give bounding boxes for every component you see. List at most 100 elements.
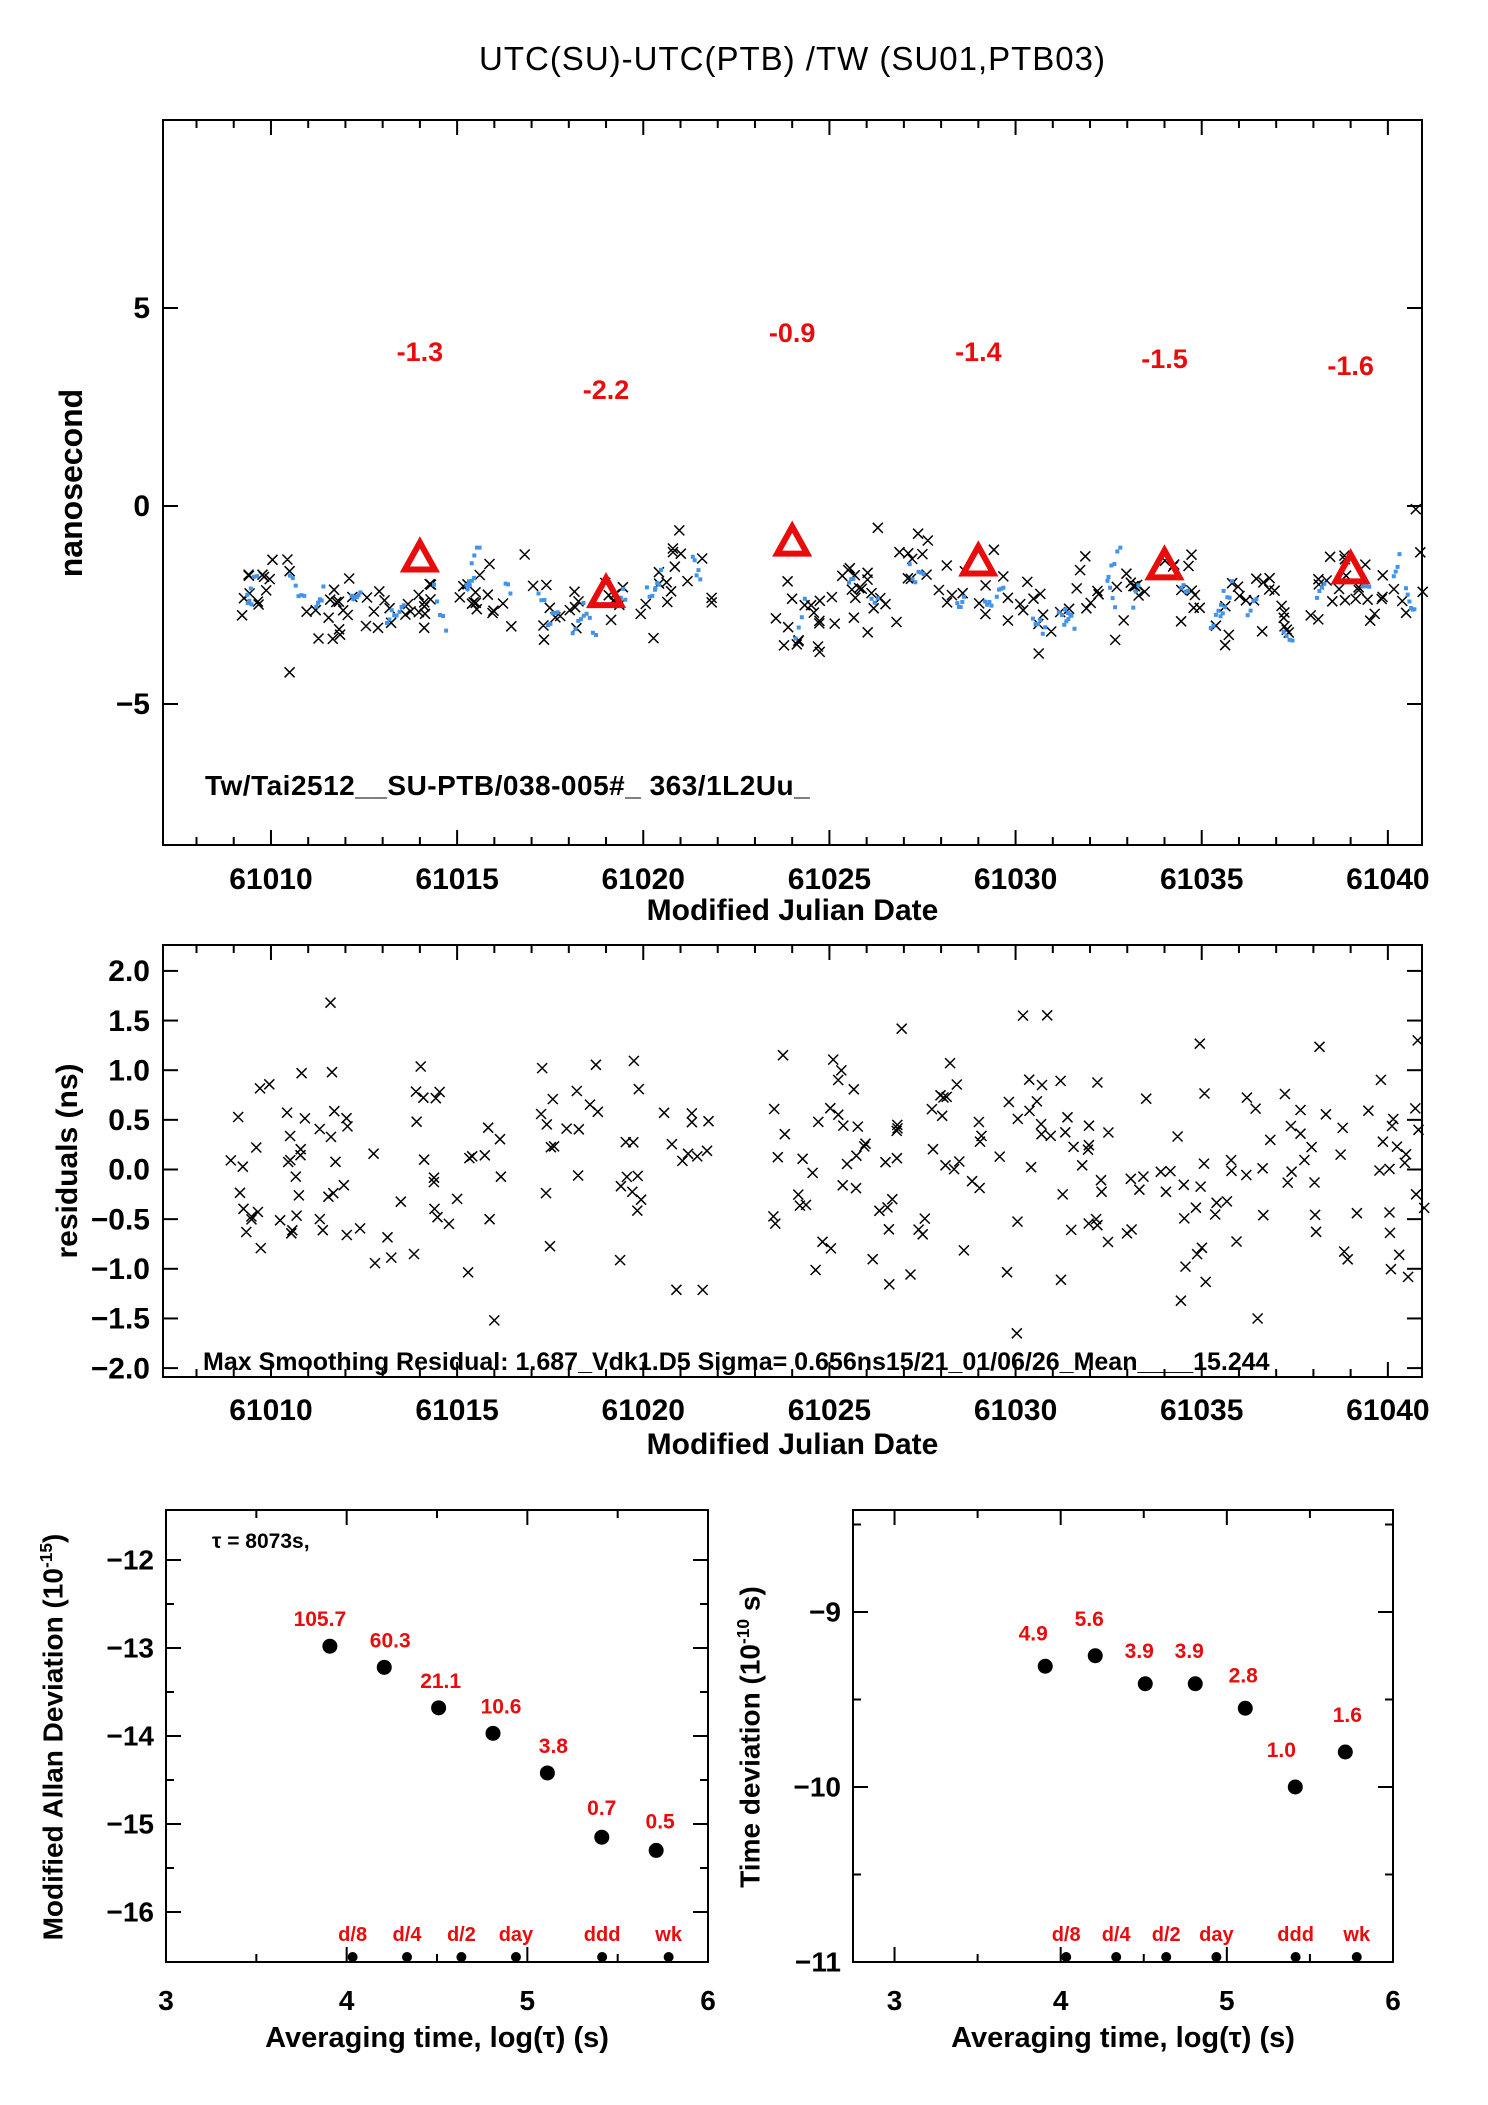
svg-text:d/4: d/4 [393,1924,423,1946]
svg-text:61030: 61030 [974,1394,1057,1427]
mid-tick-labels: 61010 61015 61020 61025 61030 61035 61040 2.0 1.… [91,955,1430,1427]
svg-text:−10: −10 [794,1772,842,1803]
adev-ylabel-exponent: -15 [36,1542,56,1569]
svg-text:1.0: 1.0 [108,1054,150,1087]
svg-text:−16: −16 [107,1897,155,1928]
mid-panel-border [162,944,1423,1378]
tdev-panel-ylabel: Time deviation (10-10 s) [733,1437,771,2037]
tai-triangle-labels: -1.3 -2.2 -0.9 -1.4 -1.5 -1.6 [397,318,1374,405]
svg-text:d/2: d/2 [1152,1924,1181,1946]
adev-points [322,1638,664,1858]
svg-text:0.5: 0.5 [108,1104,150,1137]
svg-text:−12: −12 [107,1545,155,1576]
svg-text:0.7: 0.7 [587,1797,616,1820]
svg-text:wk: wk [654,1924,683,1946]
middle-panel-annotation: Max Smoothing Residual: 1.687_Vdk1.D5 Si… [203,1348,1270,1376]
tdev-point [1137,1676,1153,1692]
tai-triangle-marker [585,571,627,609]
svg-text:61010: 61010 [229,863,312,896]
svg-text:1.5: 1.5 [108,1005,150,1038]
svg-text:ddd: ddd [584,1924,621,1946]
svg-text:−1.5: −1.5 [91,1303,150,1336]
tai-triangle-marker [399,536,440,573]
day-marker-dot [510,1952,521,1962]
svg-text:d/2: d/2 [447,1924,476,1946]
mid-smoothing-residuals-black-x [225,997,1430,1339]
day-marker-dot [1351,1952,1362,1962]
svg-text:61035: 61035 [1160,1394,1243,1427]
tai-triangle-marker [772,520,813,557]
day-marker-dot [1161,1952,1172,1962]
svg-text:5: 5 [520,1985,536,2016]
svg-text:1.6: 1.6 [1333,1704,1362,1727]
svg-text:5: 5 [133,292,150,325]
top-panel-ylabel: nanosecond [53,388,89,578]
svg-text:3: 3 [887,1985,903,2016]
day-marker-dot [456,1952,467,1962]
svg-text:1.0: 1.0 [1267,1739,1296,1762]
svg-text:6: 6 [1385,1985,1401,2016]
svg-text:61035: 61035 [1160,863,1243,896]
adev-point [376,1659,392,1675]
svg-text:61030: 61030 [974,863,1057,896]
svg-text:ddd: ddd [1277,1924,1314,1946]
svg-text:61015: 61015 [415,1394,498,1427]
svg-text:3.8: 3.8 [539,1735,569,1758]
svg-text:wk: wk [1342,1924,1371,1946]
adev-ylabel-suffix: ) [37,1533,69,1543]
adev-panel-border [165,1509,709,1963]
svg-text:3: 3 [158,1985,174,2016]
svg-text:d/8: d/8 [338,1924,367,1946]
svg-text:2.8: 2.8 [1229,1664,1259,1687]
adev-ylabel-prefix: Modified Allan Deviation (10 [37,1568,69,1941]
svg-text:61025: 61025 [788,1394,871,1427]
svg-text:−14: −14 [107,1721,155,1752]
tai-triangle-marker [1330,548,1371,585]
day-marker-dot [347,1952,358,1962]
svg-text:-1.6: -1.6 [1327,351,1374,381]
svg-text:6: 6 [700,1985,716,2016]
svg-text:−5: −5 [116,688,150,721]
top-panel-xlabel: Modified Julian Date [646,894,939,927]
adev-point [648,1842,664,1858]
adev-point [485,1725,501,1741]
day-marker-dot [1290,1952,1301,1962]
chart-title: UTC(SU)-UTC(PTB) /TW (SU01,PTB03) [479,40,1106,77]
adev-tick-labels: 3 4 5 6 −12 −13 −14 −15 −16 [107,1545,716,2016]
top-panel-border [162,119,1423,846]
tdev-point-labels: 4.9 5.6 3.9 3.9 2.8 1.0 1.6 [1019,1608,1362,1762]
svg-text:3.9: 3.9 [1125,1640,1154,1663]
adev-panel-xlabel: Averaging time, log(τ) (s) [265,2022,609,2054]
svg-text:61010: 61010 [229,1394,312,1427]
svg-text:61025: 61025 [788,863,871,896]
svg-text:61040: 61040 [1346,863,1429,896]
svg-text:4: 4 [1053,1985,1069,2016]
tdev-ylabel-suffix: s) [734,1586,766,1619]
tdev-points [1037,1648,1353,1795]
tai-triangle-marker [1144,544,1185,581]
svg-text:-0.9: -0.9 [769,318,816,348]
tai-triangles [399,520,1371,609]
tdev-point [1087,1648,1103,1664]
svg-text:−9: −9 [809,1597,841,1628]
tdev-point [1287,1779,1303,1795]
svg-text:105.7: 105.7 [294,1608,347,1631]
svg-text:−1.0: −1.0 [91,1253,150,1286]
svg-text:61020: 61020 [602,863,685,896]
tdev-ylabel-exponent: -10 [733,1618,753,1644]
svg-text:−0.5: −0.5 [91,1203,150,1236]
svg-text:d/8: d/8 [1052,1924,1081,1946]
day-marker-dot [1111,1952,1122,1962]
svg-text:5: 5 [1219,1985,1235,2016]
svg-text:−2.0: −2.0 [91,1352,150,1385]
svg-text:day: day [1199,1924,1234,1946]
middle-panel-ylabel: residuals (ns) [51,1063,84,1259]
svg-text:0: 0 [133,490,150,523]
svg-text:d/4: d/4 [1102,1924,1132,1946]
svg-text:61040: 61040 [1346,1394,1429,1427]
middle-panel-xlabel: Modified Julian Date [646,1428,939,1461]
tdev-ticks [853,1510,1394,1963]
day-marker-dot [663,1952,674,1962]
adev-panel-ylabel: Modified Allan Deviation (10-15) [36,1437,74,2037]
